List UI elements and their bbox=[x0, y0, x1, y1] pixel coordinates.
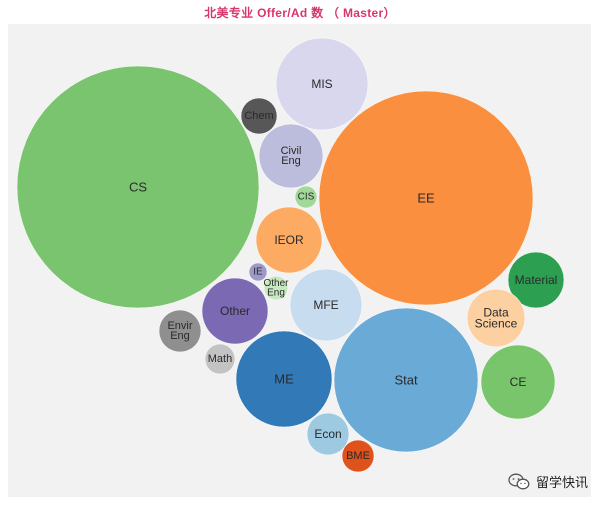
bubble-circle-civil-eng bbox=[258, 123, 324, 189]
bubble-circle-ee bbox=[318, 90, 534, 306]
bubble-label-data-science: Data bbox=[483, 305, 509, 319]
bubble-ieor: IEOR bbox=[255, 206, 323, 274]
bubble-circle-bme bbox=[341, 439, 375, 473]
bubble-circle-mis bbox=[275, 37, 369, 131]
bubble-circle-cis bbox=[294, 185, 318, 209]
bubble-label-math: Math bbox=[208, 353, 232, 365]
bubble-label-ie: IE bbox=[253, 267, 263, 278]
bubble-me: ME bbox=[235, 330, 333, 428]
bubble-circle-ce bbox=[480, 344, 556, 420]
bubble-circle-econ bbox=[306, 412, 350, 456]
bubble-circle-other bbox=[201, 277, 269, 345]
bubble-mfe: MFE bbox=[289, 268, 363, 342]
bubble-label-me: ME bbox=[274, 372, 294, 387]
bubble-label-civil-eng: Civil bbox=[281, 145, 302, 157]
bubble-label-cs: CS bbox=[129, 180, 147, 195]
bubble-cs: CS bbox=[16, 65, 260, 309]
bubble-ee: EE bbox=[318, 90, 534, 306]
bubble-bme: BME bbox=[341, 439, 375, 473]
bubble-econ: Econ bbox=[306, 412, 350, 456]
bubble-circle-me bbox=[235, 330, 333, 428]
bubble-circle-cs bbox=[16, 65, 260, 309]
watermark-text: 留学快讯 bbox=[535, 475, 588, 490]
bubble-label-civil-eng: Eng bbox=[281, 155, 301, 167]
bubble-circle-ie bbox=[248, 262, 268, 282]
bubble-circle-ieor bbox=[255, 206, 323, 274]
bubble-label-cis: CIS bbox=[298, 192, 315, 203]
chart-panel: CS EE Stat MIS ME MFE CE IEOR Other Civil Eng Mater… bbox=[8, 24, 591, 497]
bubble-ce: CE bbox=[480, 344, 556, 420]
bubble-label-chem: Chem bbox=[244, 110, 273, 122]
bubble-material: Material bbox=[507, 251, 565, 309]
watermark: 留学快讯 bbox=[508, 472, 588, 491]
wechat-icon bbox=[508, 473, 530, 489]
bubble-label-other: Other bbox=[220, 304, 250, 318]
bubble-label-material: Material bbox=[515, 273, 558, 287]
bubble-circle-envir-eng bbox=[158, 309, 202, 353]
bubble-label-bme: BME bbox=[346, 450, 370, 462]
bubble-circle-chem bbox=[240, 97, 278, 135]
bubble-label-econ: Econ bbox=[314, 427, 341, 441]
bubble-label-mfe: MFE bbox=[313, 298, 338, 312]
bubble-circle-math bbox=[204, 343, 236, 375]
bubble-circle-data-science bbox=[466, 288, 526, 348]
bubble-circle-other-eng bbox=[263, 275, 289, 301]
bubble-chem: Chem bbox=[240, 97, 278, 135]
bubble-label-mis: MIS bbox=[311, 77, 332, 91]
bubble-circle-mfe bbox=[289, 268, 363, 342]
bubble-stat: Stat bbox=[333, 307, 479, 453]
bubble-circle-stat bbox=[333, 307, 479, 453]
bubble-label-other-eng: Other bbox=[263, 278, 289, 289]
bubble-label-stat: Stat bbox=[394, 373, 418, 388]
bubble-other: Other bbox=[201, 277, 269, 345]
bubble-label-other-eng: Eng bbox=[267, 287, 285, 298]
bubble-label-data-science: Science bbox=[475, 317, 518, 331]
chart-title: 北美专业 Offer/Ad 数 （ Master） bbox=[204, 6, 396, 20]
bubble-mis: MIS bbox=[275, 37, 369, 131]
bubble-label-ce: CE bbox=[510, 375, 527, 389]
bubble-ie: IE bbox=[248, 262, 268, 282]
bubble-circle-material bbox=[507, 251, 565, 309]
bubble-math: Math bbox=[204, 343, 236, 375]
bubble-label-ee: EE bbox=[417, 191, 435, 206]
bubble-label-ieor: IEOR bbox=[274, 233, 304, 247]
bubble-label-envir-eng: Envir bbox=[167, 320, 192, 332]
bubble-chart: CSEEStatMISMEMFECEIEOROtherCivilEngMater… bbox=[16, 37, 565, 473]
bubble-label-envir-eng: Eng bbox=[170, 330, 190, 342]
bubble-cis: CIS bbox=[294, 185, 318, 209]
